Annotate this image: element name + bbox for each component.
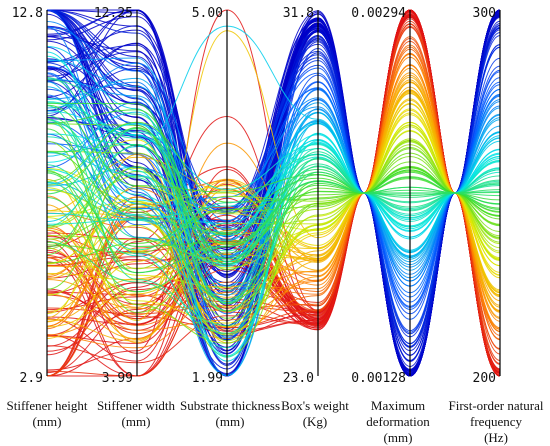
polyline-group: [46, 9, 501, 377]
data-line: [46, 115, 501, 233]
tick-label-max: 300: [473, 6, 496, 21]
tick-label-max: 12.8: [12, 6, 43, 21]
axes-group: [46, 10, 501, 376]
axis-title-substrate-thickness: Substrate thickness (mm): [179, 398, 280, 429]
tick-label-min: 2.9: [20, 371, 43, 386]
tick-label-max: 12.25: [94, 6, 133, 21]
axis-title-maximum-deformation: Maximum deformation (mm): [366, 398, 430, 445]
data-line: [46, 181, 501, 293]
tick-label-min: 23.0: [283, 371, 314, 386]
data-line: [46, 144, 501, 265]
axis-title-first-order-frequency: First-order natural frequency (Hz): [448, 398, 544, 445]
data-line: [46, 105, 501, 327]
axis-title-stiffener-width: Stiffener width (mm): [96, 398, 176, 429]
tick-label-min: 200: [473, 371, 496, 386]
tick-label-min: 1.99: [192, 371, 223, 386]
data-line: [46, 119, 501, 264]
tick-label-min: 0.00128: [351, 371, 406, 386]
data-line: [46, 102, 501, 304]
axis-title-box-weight: Box's weight (Kg): [281, 398, 349, 429]
data-line: [46, 155, 501, 358]
data-line: [46, 141, 501, 267]
tick-label-max: 31.8: [283, 6, 314, 21]
data-line: [46, 102, 501, 305]
tick-label-max: 0.00294: [351, 6, 406, 21]
tick-labels: 12.8 2.9 12.25 3.99 5.00 1.99 31.8 23.0 0.00294 0…: [12, 6, 496, 386]
axis-title-stiffener-height: Stiffener height (mm): [6, 398, 88, 429]
tick-label-min: 3.99: [102, 371, 133, 386]
tick-label-max: 5.00: [192, 6, 223, 21]
